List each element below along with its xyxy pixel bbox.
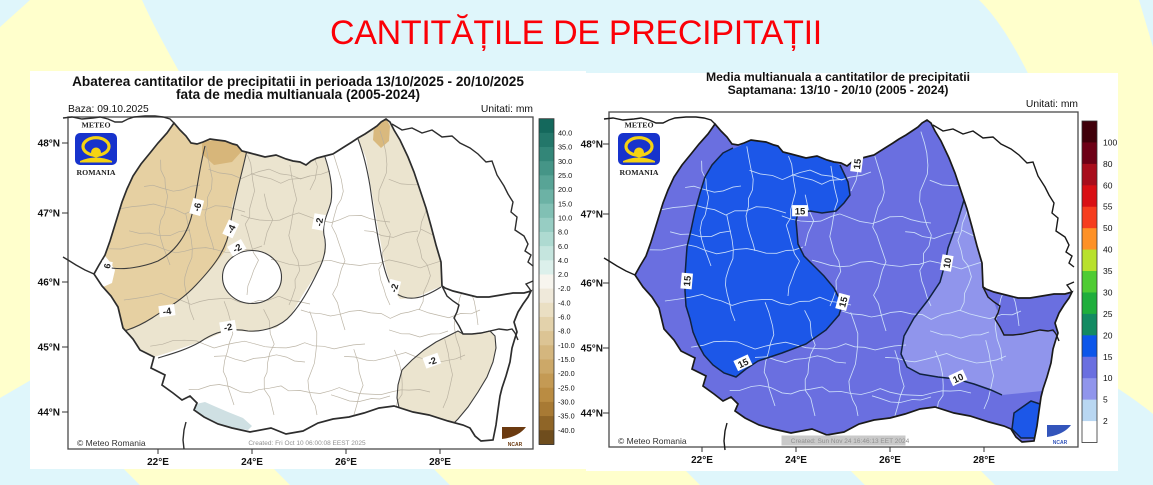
svg-text:-6: -6 [192,202,205,213]
svg-text:48°N: 48°N [581,140,603,151]
svg-text:10: 10 [942,257,955,269]
svg-text:-4: -4 [162,306,173,318]
svg-text:55: 55 [1103,202,1113,212]
svg-text:24°E: 24°E [785,455,807,466]
svg-text:2.0: 2.0 [558,270,568,279]
svg-text:28°E: 28°E [973,455,995,466]
svg-text:© Meteo Romania: © Meteo Romania [618,436,687,446]
svg-text:15: 15 [852,158,864,171]
svg-text:47°N: 47°N [38,209,60,220]
svg-text:-2: -2 [314,217,326,227]
svg-text:25: 25 [1103,309,1113,319]
svg-text:40.0: 40.0 [558,128,572,137]
svg-text:-2: -2 [426,355,438,368]
svg-text:-2.0: -2.0 [558,284,571,293]
svg-text:Baza: 09.10.2025: Baza: 09.10.2025 [68,104,149,115]
svg-text:Created: Fri Oct 10 06:00:08 E: Created: Fri Oct 10 06:00:08 EEST 2025 [248,440,366,447]
svg-text:ROMANIA: ROMANIA [77,168,116,177]
svg-text:48°N: 48°N [38,139,60,150]
svg-text:30: 30 [1103,287,1113,297]
svg-text:Media multianuala a cantitatil: Media multianuala a cantitatilor de prec… [706,70,970,84]
svg-text:46°N: 46°N [38,278,60,289]
svg-text:METEO: METEO [81,121,110,130]
svg-text:-35.0: -35.0 [558,412,575,421]
svg-text:80: 80 [1103,159,1113,169]
svg-text:44°N: 44°N [581,409,603,420]
svg-text:Saptamana: 13/10 - 20/10 (2005: Saptamana: 13/10 - 20/10 (2005 - 2024) [728,83,949,97]
svg-text:-20.0: -20.0 [558,369,575,378]
svg-text:-10.0: -10.0 [558,341,575,350]
svg-text:100: 100 [1103,137,1117,147]
svg-text:22°E: 22°E [147,457,169,468]
svg-text:CANTITĂȚILE DE PRECIPITAȚII: CANTITĂȚILE DE PRECIPITAȚII [330,14,822,52]
svg-text:45°N: 45°N [581,344,603,355]
svg-text:26°E: 26°E [335,457,357,468]
svg-text:-40.0: -40.0 [558,426,575,435]
svg-text:-8.0: -8.0 [558,327,571,336]
svg-text:8.0: 8.0 [558,228,568,237]
svg-text:-15.0: -15.0 [558,355,575,364]
svg-text:© Meteo Romania: © Meteo Romania [77,438,146,448]
svg-text:ROMANIA: ROMANIA [620,168,659,177]
svg-text:15: 15 [736,356,751,371]
svg-text:4.0: 4.0 [558,256,568,265]
svg-text:2: 2 [1103,416,1108,426]
svg-text:-2: -2 [389,283,402,294]
svg-text:25.0: 25.0 [558,171,572,180]
svg-text:44°N: 44°N [38,408,60,419]
svg-text:28°E: 28°E [429,457,451,468]
svg-text:METEO: METEO [624,121,653,130]
svg-text:15: 15 [1103,352,1113,362]
svg-text:45°N: 45°N [38,343,60,354]
svg-text:20.0: 20.0 [558,185,572,194]
svg-text:15: 15 [682,275,694,287]
svg-text:50: 50 [1103,223,1113,233]
svg-text:6.0: 6.0 [558,242,568,251]
svg-text:Abaterea cantitatilor de preci: Abaterea cantitatilor de precipitatii in… [72,74,524,89]
svg-text:NCAR: NCAR [508,442,523,448]
svg-text:-6.0: -6.0 [558,313,571,322]
svg-text:5: 5 [1103,395,1108,405]
svg-text:30.0: 30.0 [558,157,572,166]
svg-text:-4.0: -4.0 [558,298,571,307]
svg-text:40: 40 [1103,245,1113,255]
svg-text:10: 10 [951,372,965,386]
svg-text:60: 60 [1103,180,1113,190]
svg-text:-30.0: -30.0 [558,398,575,407]
svg-text:26°E: 26°E [879,455,901,466]
svg-text:10.0: 10.0 [558,213,572,222]
svg-text:47°N: 47°N [581,210,603,221]
svg-text:22°E: 22°E [691,455,713,466]
svg-text:fata de media multianuala (200: fata de media multianuala (2005-2024) [176,87,420,102]
svg-text:-25.0: -25.0 [558,383,575,392]
svg-text:6: 6 [102,263,113,270]
svg-text:Unitati: mm: Unitati: mm [1026,99,1078,110]
svg-text:24°E: 24°E [241,457,263,468]
svg-text:10: 10 [1103,373,1113,383]
svg-text:NCAR: NCAR [1053,440,1068,446]
svg-text:20: 20 [1103,330,1113,340]
svg-text:15: 15 [795,207,806,218]
svg-text:Created: Sun Nov 24 16:46:13 E: Created: Sun Nov 24 16:46:13 EET 2024 [791,438,910,445]
svg-text:15.0: 15.0 [558,199,572,208]
svg-text:35.0: 35.0 [558,143,572,152]
svg-text:-2: -2 [223,322,233,334]
svg-text:15: 15 [837,295,851,309]
svg-text:Unitati: mm: Unitati: mm [481,104,533,115]
svg-text:35: 35 [1103,266,1113,276]
svg-text:46°N: 46°N [581,279,603,290]
